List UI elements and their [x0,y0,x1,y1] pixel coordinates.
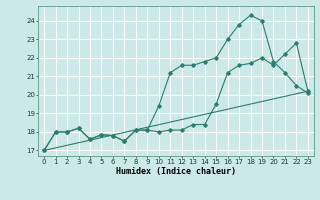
X-axis label: Humidex (Indice chaleur): Humidex (Indice chaleur) [116,167,236,176]
